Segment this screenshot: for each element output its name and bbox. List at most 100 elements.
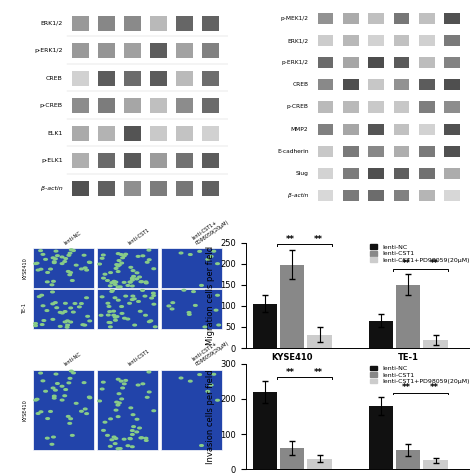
Circle shape: [51, 303, 55, 305]
Text: **: **: [429, 259, 438, 268]
Text: β-actin: β-actin: [41, 186, 63, 191]
Circle shape: [39, 268, 43, 270]
Circle shape: [63, 261, 66, 263]
Bar: [444, 146, 460, 157]
Circle shape: [67, 255, 71, 256]
Circle shape: [144, 314, 147, 316]
Circle shape: [52, 436, 55, 438]
Circle shape: [114, 438, 118, 439]
Text: Slug: Slug: [296, 171, 309, 176]
Circle shape: [85, 413, 89, 414]
Circle shape: [54, 250, 58, 252]
Circle shape: [88, 262, 91, 264]
Circle shape: [110, 439, 114, 441]
Bar: [318, 57, 333, 68]
Circle shape: [35, 399, 39, 400]
Bar: [343, 57, 359, 68]
Circle shape: [114, 409, 118, 411]
Circle shape: [217, 324, 220, 326]
Circle shape: [112, 281, 116, 282]
Bar: [98, 153, 115, 168]
Bar: [150, 181, 167, 196]
Circle shape: [109, 322, 112, 323]
Bar: [124, 71, 141, 86]
Bar: [423, 460, 447, 469]
Bar: [368, 190, 384, 201]
Circle shape: [63, 395, 66, 397]
Circle shape: [145, 440, 148, 441]
Circle shape: [133, 324, 137, 326]
Circle shape: [200, 445, 203, 447]
Bar: [419, 57, 435, 68]
Bar: [343, 101, 359, 112]
Circle shape: [80, 268, 83, 270]
Circle shape: [83, 408, 87, 410]
Bar: [161, 289, 222, 328]
Circle shape: [131, 414, 135, 416]
Circle shape: [46, 418, 49, 419]
Circle shape: [126, 445, 130, 447]
Text: MMP2: MMP2: [291, 127, 309, 132]
Circle shape: [61, 312, 64, 314]
Bar: [343, 79, 359, 91]
Bar: [124, 98, 141, 113]
Bar: [150, 126, 167, 141]
Circle shape: [141, 255, 145, 256]
Text: β-actin: β-actin: [288, 193, 309, 198]
Circle shape: [101, 254, 105, 256]
Circle shape: [34, 323, 37, 324]
Circle shape: [130, 277, 134, 279]
Bar: [97, 289, 158, 328]
Circle shape: [113, 297, 117, 299]
Circle shape: [82, 382, 86, 383]
Circle shape: [117, 378, 120, 380]
Text: TE-1: TE-1: [22, 303, 27, 314]
Circle shape: [137, 384, 140, 386]
Circle shape: [147, 249, 151, 251]
Bar: [368, 79, 384, 91]
Circle shape: [135, 278, 138, 280]
Circle shape: [109, 446, 112, 447]
Circle shape: [152, 303, 155, 305]
Circle shape: [66, 324, 69, 326]
Circle shape: [137, 301, 140, 302]
Bar: [318, 13, 333, 24]
Circle shape: [114, 268, 118, 269]
Circle shape: [46, 281, 49, 283]
Circle shape: [139, 437, 143, 439]
Circle shape: [110, 282, 114, 283]
Bar: [444, 168, 460, 179]
Bar: [318, 35, 333, 46]
Circle shape: [132, 426, 136, 428]
Circle shape: [50, 284, 54, 286]
Circle shape: [128, 282, 132, 283]
Text: E-cadherin: E-cadherin: [277, 149, 309, 154]
Bar: [176, 71, 193, 86]
Y-axis label: Invasion cells per field: Invasion cells per field: [206, 369, 215, 464]
Circle shape: [103, 273, 107, 275]
Bar: [150, 43, 167, 58]
Circle shape: [107, 321, 111, 323]
Circle shape: [49, 410, 52, 412]
Text: ERK1/2: ERK1/2: [287, 38, 309, 43]
Bar: [419, 79, 435, 91]
Circle shape: [170, 308, 174, 310]
Bar: [396, 285, 420, 348]
Circle shape: [107, 306, 111, 307]
Circle shape: [116, 286, 120, 288]
Circle shape: [106, 302, 109, 304]
Circle shape: [68, 377, 72, 379]
Circle shape: [131, 270, 135, 272]
Circle shape: [210, 255, 213, 257]
Circle shape: [63, 321, 67, 323]
Circle shape: [152, 268, 155, 270]
Bar: [394, 79, 410, 91]
Circle shape: [51, 319, 55, 320]
Circle shape: [54, 373, 58, 375]
Circle shape: [140, 281, 144, 283]
Circle shape: [37, 296, 41, 298]
Circle shape: [88, 261, 91, 263]
Bar: [72, 181, 89, 196]
Circle shape: [149, 320, 153, 322]
Circle shape: [60, 256, 64, 258]
